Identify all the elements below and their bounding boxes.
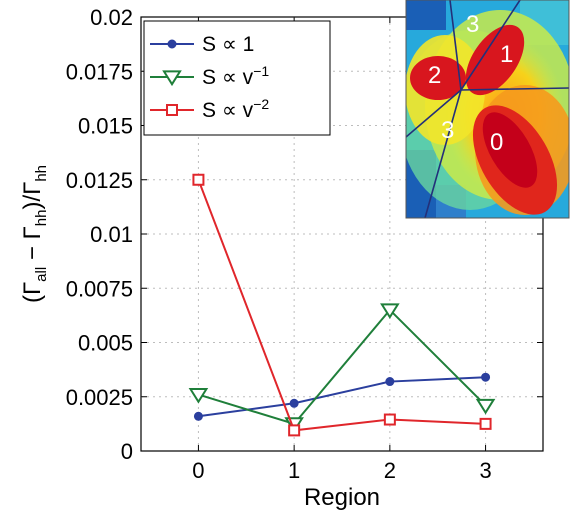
x-axis-label: Region bbox=[304, 484, 380, 511]
inset-label-3-top: 3 bbox=[466, 11, 479, 38]
inset-label-2: 2 bbox=[428, 62, 441, 89]
legend-label: S ∝ 1 bbox=[202, 33, 254, 56]
x-tick-label: 1 bbox=[288, 458, 300, 483]
data-point bbox=[193, 411, 203, 421]
series-group bbox=[188, 173, 496, 437]
series-line bbox=[197, 179, 486, 432]
y-tick-label: 0.01 bbox=[90, 222, 133, 247]
inset-label-0: 0 bbox=[490, 129, 503, 156]
data-point bbox=[383, 413, 396, 426]
data-point bbox=[479, 417, 492, 430]
legend-entry-2: S ∝ v−2 bbox=[150, 96, 269, 122]
legend-label: S ∝ v−1 bbox=[202, 63, 269, 89]
legend-marker bbox=[166, 104, 178, 116]
x-axis-ticks: 0 1 2 3 bbox=[192, 17, 492, 483]
data-point bbox=[475, 398, 496, 415]
x-tick-label: 0 bbox=[192, 458, 204, 483]
x-tick-label: 3 bbox=[479, 458, 491, 483]
inset-lobe-2 bbox=[410, 56, 466, 100]
y-tick-label: 0.0075 bbox=[66, 276, 133, 301]
legend-marker bbox=[162, 70, 182, 87]
y-axis-ticks: 0 0.0025 0.005 0.0075 0.01 0.0125 0.015 0.0175 0… bbox=[66, 5, 543, 464]
series-2 bbox=[192, 173, 492, 437]
y-axis-label: (Γall − Γhh)/Γhh bbox=[19, 165, 50, 303]
data-point bbox=[289, 398, 299, 408]
y-tick-label: 0.015 bbox=[78, 114, 133, 139]
legend-entry-1: S ∝ v−1 bbox=[150, 63, 269, 89]
inset-heatmap: 3 1 2 3 0 bbox=[405, 0, 570, 219]
data-point bbox=[380, 303, 400, 320]
legend: S ∝ 1 S ∝ v−1 S ∝ v−2 bbox=[143, 20, 331, 136]
data-point bbox=[481, 372, 491, 382]
legend-entry-0: S ∝ 1 bbox=[150, 33, 254, 56]
inset-label-1: 1 bbox=[500, 41, 513, 68]
data-point bbox=[288, 424, 301, 437]
x-tick-label: 2 bbox=[384, 458, 396, 483]
data-point bbox=[385, 377, 395, 387]
series-line bbox=[198, 308, 487, 426]
y-tick-label: 0 bbox=[121, 439, 133, 464]
data-point bbox=[192, 173, 205, 186]
legend-marker bbox=[167, 39, 177, 49]
inset-lobe-1 bbox=[465, 24, 525, 96]
legend-label: S ∝ v−2 bbox=[202, 96, 269, 122]
y-tick-label: 0.0025 bbox=[66, 385, 133, 410]
inset-label-3-left: 3 bbox=[441, 117, 454, 144]
series-1 bbox=[188, 303, 496, 433]
y-tick-label: 0.0125 bbox=[66, 168, 133, 193]
y-tick-label: 0.02 bbox=[90, 5, 133, 30]
data-point bbox=[188, 387, 209, 404]
y-tick-label: 0.005 bbox=[78, 331, 133, 356]
y-tick-label: 0.0175 bbox=[66, 59, 133, 84]
